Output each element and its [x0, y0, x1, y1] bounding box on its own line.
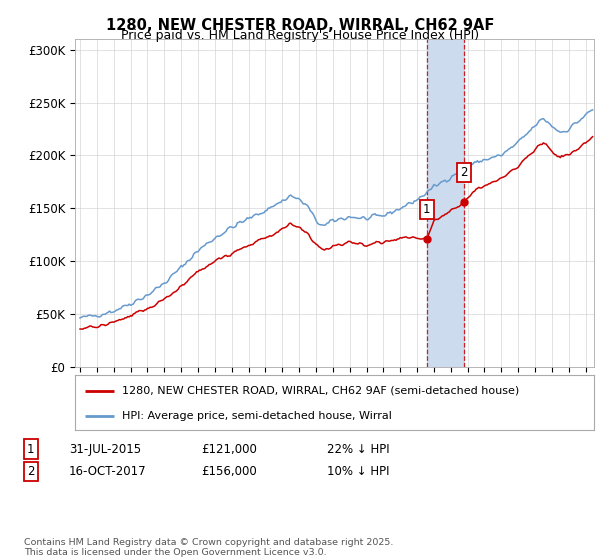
Text: 1280, NEW CHESTER ROAD, WIRRAL, CH62 9AF (semi-detached house): 1280, NEW CHESTER ROAD, WIRRAL, CH62 9AF… [122, 386, 519, 395]
Text: 1: 1 [27, 442, 35, 456]
Text: 1280, NEW CHESTER ROAD, WIRRAL, CH62 9AF: 1280, NEW CHESTER ROAD, WIRRAL, CH62 9AF [106, 18, 494, 33]
Text: 31-JUL-2015: 31-JUL-2015 [69, 442, 141, 456]
Text: Contains HM Land Registry data © Crown copyright and database right 2025.
This d: Contains HM Land Registry data © Crown c… [24, 538, 394, 557]
Text: HPI: Average price, semi-detached house, Wirral: HPI: Average price, semi-detached house,… [122, 412, 392, 421]
Text: £156,000: £156,000 [201, 465, 257, 478]
Text: £121,000: £121,000 [201, 442, 257, 456]
Text: 2: 2 [460, 166, 468, 179]
Text: 2: 2 [27, 465, 35, 478]
Text: Price paid vs. HM Land Registry's House Price Index (HPI): Price paid vs. HM Land Registry's House … [121, 29, 479, 42]
Bar [427, 39, 464, 367]
Text: 16-OCT-2017: 16-OCT-2017 [69, 465, 146, 478]
Text: 10% ↓ HPI: 10% ↓ HPI [327, 465, 389, 478]
Text: 22% ↓ HPI: 22% ↓ HPI [327, 442, 389, 456]
Text: 1: 1 [423, 203, 431, 216]
